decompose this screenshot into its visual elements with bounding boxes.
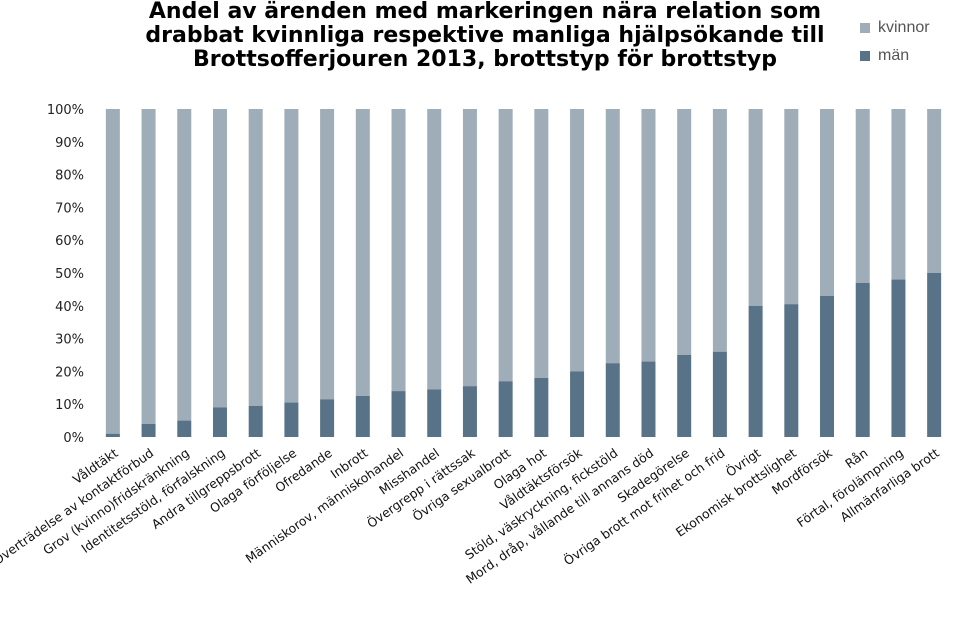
bar-kvinnor (534, 109, 549, 378)
title-line-3: Brottsofferjouren 2013, brottstyp för br… (193, 47, 777, 72)
bar-man (248, 405, 263, 437)
bar-man (677, 355, 692, 437)
bar-kvinnor (284, 109, 299, 403)
bar-kvinnor (820, 109, 835, 296)
bar-man (891, 279, 906, 437)
bar-man (284, 402, 299, 437)
bar-kvinnor (141, 109, 156, 424)
y-tick-label: 40% (55, 300, 84, 315)
bar-kvinnor (248, 109, 263, 406)
y-tick-label: 10% (55, 398, 84, 413)
bar-kvinnor (748, 109, 763, 306)
bar-kvinnor (320, 109, 335, 400)
bar-man (570, 371, 585, 437)
bar-man (712, 351, 727, 437)
bar-man (605, 363, 620, 437)
y-tick-label: 80% (55, 169, 84, 184)
bar-kvinnor (784, 109, 799, 305)
legend-item-man: män (860, 42, 930, 70)
bar-man (820, 295, 835, 437)
bar-man (355, 396, 370, 437)
bar-kvinnor (462, 109, 477, 387)
bar-kvinnor (605, 109, 620, 364)
legend-swatch-man (860, 51, 870, 61)
bar-man (748, 305, 763, 437)
bar-kvinnor (498, 109, 513, 382)
bar-man (498, 381, 513, 437)
bar-kvinnor (355, 109, 370, 396)
bar-man (177, 420, 192, 437)
y-tick-label: 20% (55, 365, 84, 380)
y-tick-label: 60% (55, 234, 84, 249)
bar-man (105, 433, 120, 437)
y-tick-label: 0% (63, 431, 84, 446)
bar-man (427, 389, 442, 437)
bar-man (641, 361, 656, 437)
bar-man (141, 423, 156, 437)
y-tick-label: 30% (55, 333, 84, 348)
legend: kvinnor män (860, 14, 930, 70)
bar-man (534, 377, 549, 437)
bar-man (212, 407, 227, 437)
bar-kvinnor (855, 109, 870, 283)
bar-kvinnor (212, 109, 227, 408)
bar-man (855, 282, 870, 437)
bar-kvinnor (641, 109, 656, 362)
bar-kvinnor (570, 109, 585, 372)
chart-title: Andel av ärenden med markeringen nära re… (95, 0, 875, 72)
y-tick-label: 100% (47, 103, 84, 118)
bar-man (462, 386, 477, 437)
bar-kvinnor (177, 109, 192, 421)
bar-kvinnor (891, 109, 906, 280)
bar-kvinnor (391, 109, 406, 392)
bar-man (320, 399, 335, 437)
title-line-2: drabbat kvinnliga respektive manliga hjä… (145, 23, 825, 48)
bar-kvinnor (712, 109, 727, 352)
title-line-1: Andel av ärenden med markeringen nära re… (148, 0, 822, 24)
bar-man (927, 273, 942, 437)
bar-man (784, 304, 799, 437)
y-tick-label: 50% (55, 267, 84, 282)
y-tick-label: 90% (55, 136, 84, 151)
bar-kvinnor (105, 109, 120, 434)
y-tick-label: 70% (55, 201, 84, 216)
bar-kvinnor (927, 109, 942, 273)
legend-label-man: män (878, 47, 910, 64)
legend-label-kvinnor: kvinnor (878, 19, 930, 36)
legend-swatch-kvinnor (860, 23, 870, 33)
legend-item-kvinnor: kvinnor (860, 14, 930, 42)
x-category-label: Grov (kvinno)fridskränkning (40, 445, 192, 558)
bar-kvinnor (427, 109, 442, 390)
bar-kvinnor (677, 109, 692, 355)
bar-man (391, 391, 406, 437)
